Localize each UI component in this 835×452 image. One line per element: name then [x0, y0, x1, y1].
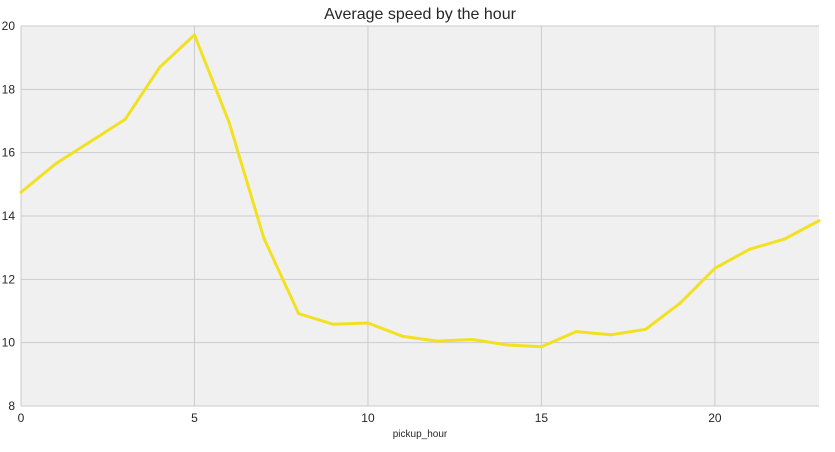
data-point [297, 312, 301, 316]
y-tick-label: 14 [2, 209, 16, 223]
data-point [782, 237, 786, 241]
data-point [817, 219, 821, 223]
x-tick-label: 20 [708, 411, 722, 425]
tick-labels: 0 5 10 15 20 8 10 12 14 16 18 20 [2, 19, 722, 425]
series-line-0 [19, 33, 821, 349]
x-axis-label: pickup_hour [393, 429, 448, 440]
data-point [54, 162, 58, 166]
data-point [435, 339, 439, 343]
grid-lines [20, 25, 819, 407]
data-point [227, 121, 231, 125]
data-point [644, 327, 648, 331]
data-point [331, 322, 335, 326]
data-point [19, 190, 23, 194]
data-point [366, 321, 370, 325]
data-point [88, 140, 92, 144]
x-tick-label: 15 [535, 411, 549, 425]
data-point [609, 333, 613, 337]
x-tick-label: 5 [191, 411, 198, 425]
data-point [713, 266, 717, 270]
y-tick-label: 8 [8, 399, 15, 413]
x-tick-label: 10 [361, 411, 375, 425]
y-tick-label: 10 [2, 336, 16, 350]
y-tick-label: 12 [2, 272, 16, 286]
y-tick-label: 20 [2, 19, 16, 33]
chart-title: Average speed by the hour [324, 6, 517, 23]
data-point [262, 236, 266, 240]
data-point [401, 334, 405, 338]
y-tick-label: 16 [2, 146, 16, 160]
x-tick-label: 0 [18, 411, 25, 425]
data-point [505, 343, 509, 347]
data-point [192, 33, 196, 37]
series-layer [19, 33, 821, 349]
data-point [748, 247, 752, 251]
data-point [539, 345, 543, 349]
data-point [158, 65, 162, 69]
y-tick-label: 18 [2, 82, 16, 96]
data-point [470, 338, 474, 341]
data-point [574, 330, 578, 334]
data-point [678, 301, 682, 305]
data-point [123, 117, 127, 121]
